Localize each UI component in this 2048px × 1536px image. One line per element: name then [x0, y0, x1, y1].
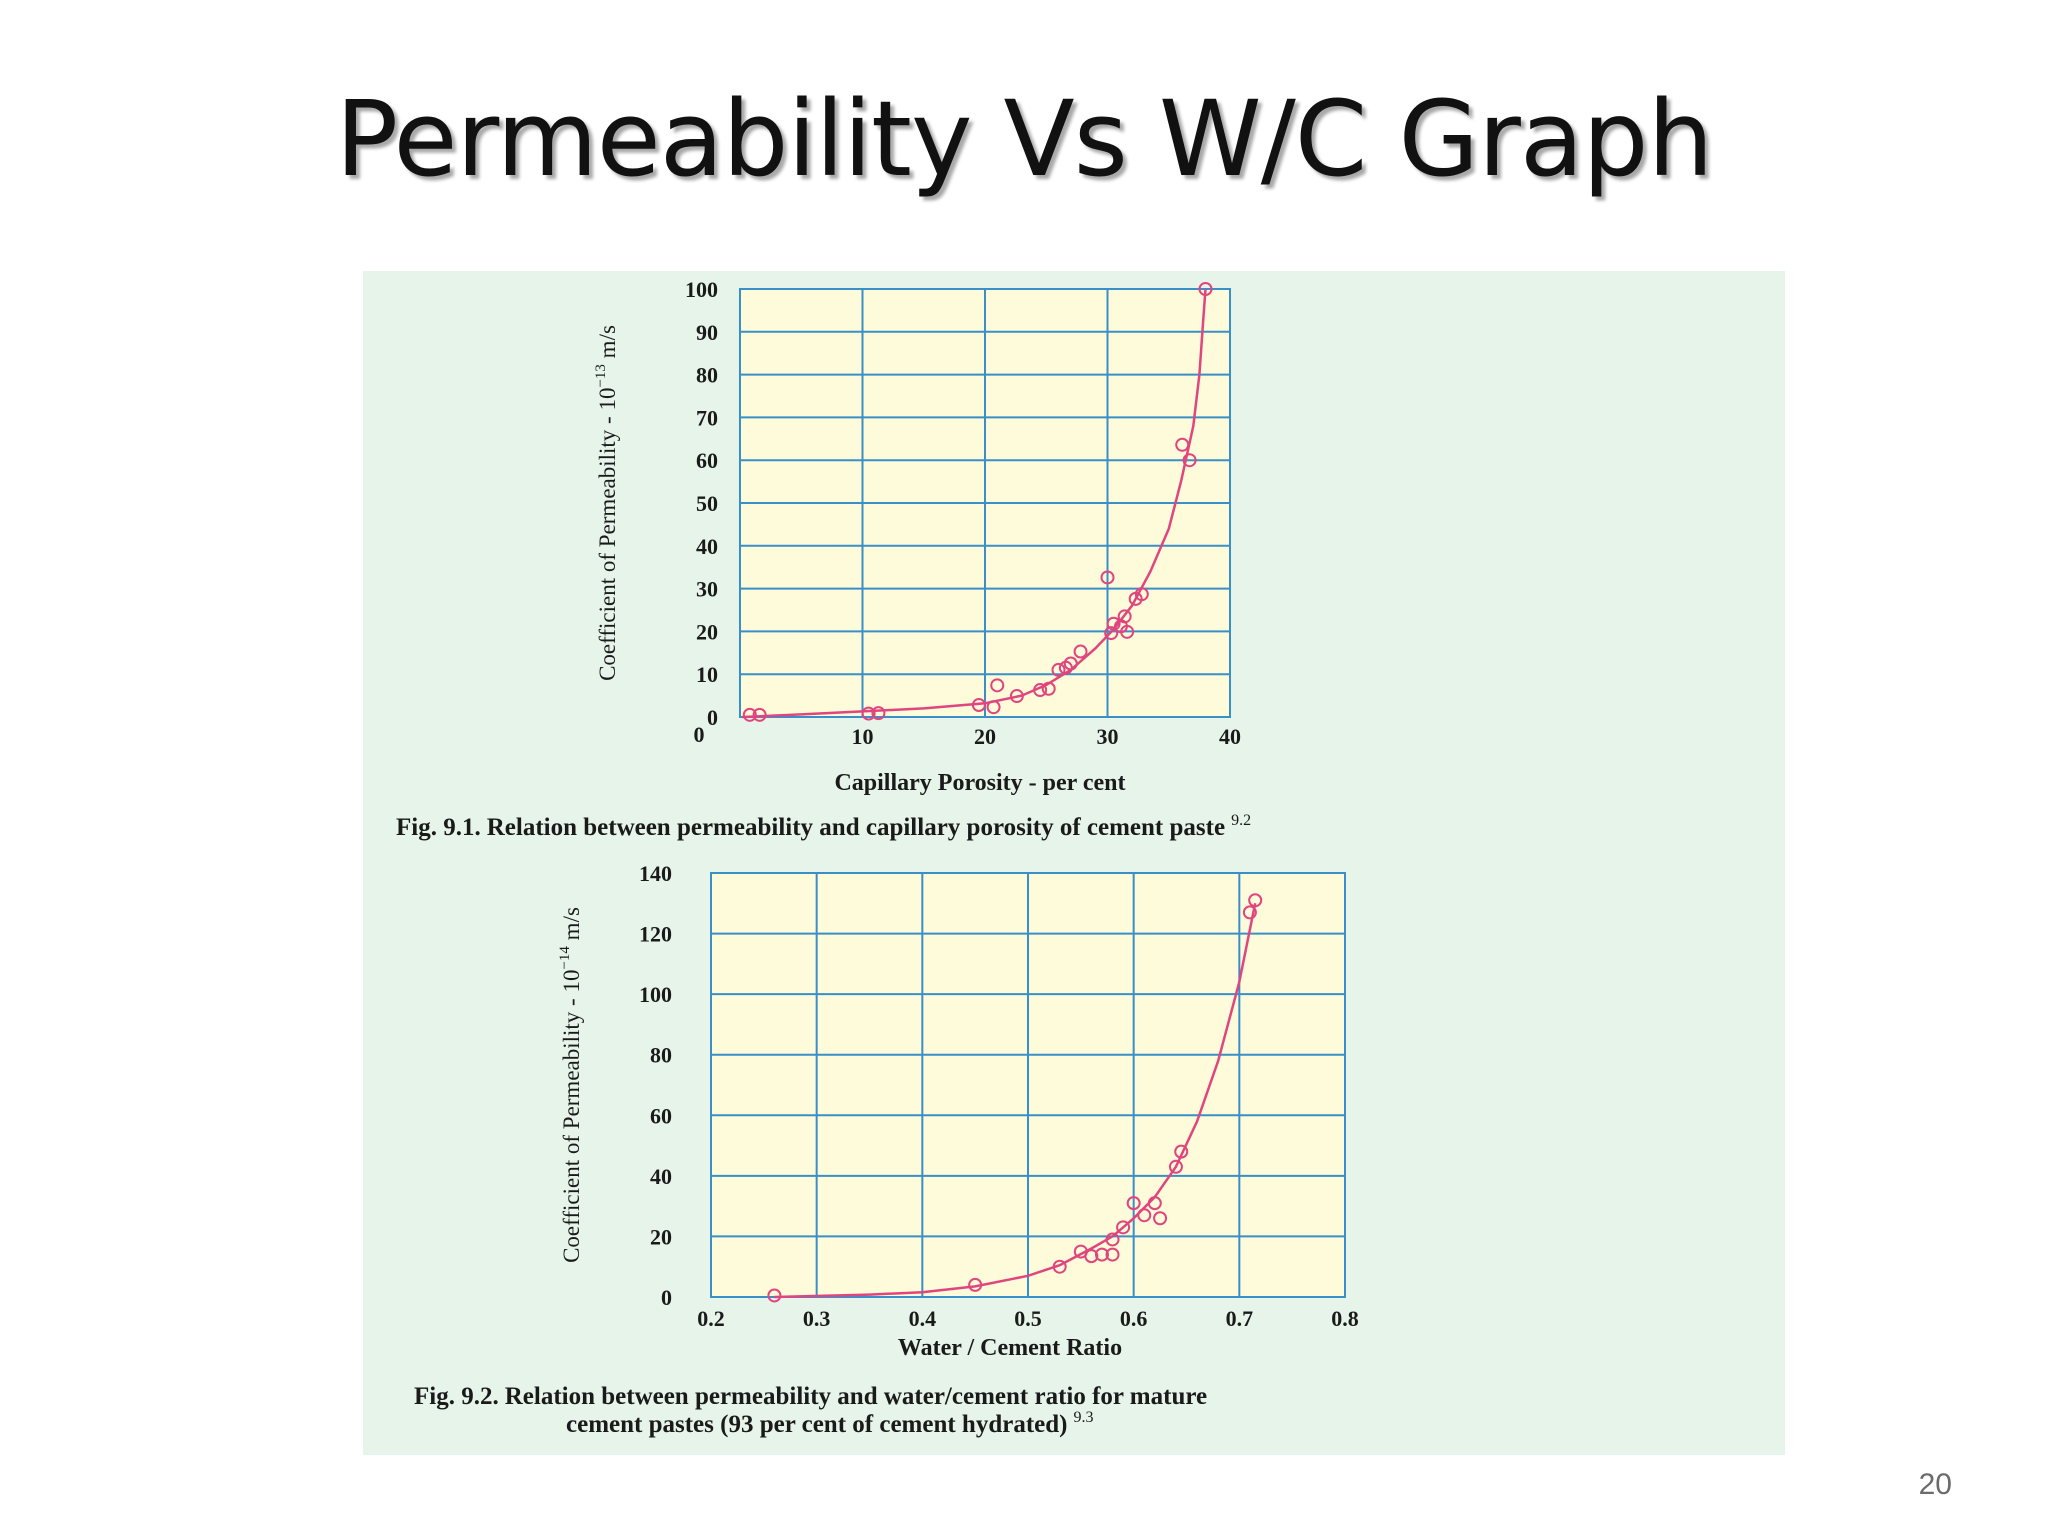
y-tick-label: 140	[639, 861, 672, 886]
data-point	[752, 707, 767, 722]
data-point	[1153, 1211, 1168, 1226]
x-tick-label: 0.3	[803, 1306, 831, 1331]
data-point	[1242, 905, 1257, 920]
permeability-vs-wc-ratio-chart: 0 20 40 60 80 100 120 140 0.2 0.3 0.4 0.5 0.6 0.7 0.8…	[414, 861, 1359, 1438]
slide-title: Permeability Vs W/C Graph	[335, 78, 1714, 200]
figure-caption: Fig. 9.1. Relation between permeability a…	[396, 812, 1251, 841]
y-tick-label: 50	[696, 491, 718, 516]
data-point	[1073, 644, 1088, 659]
x-tick-label: 20	[974, 724, 996, 749]
data-point	[1063, 656, 1078, 671]
x-tick-label: 0.2	[697, 1306, 725, 1331]
data-point	[1106, 616, 1121, 631]
fitted-curve	[742, 288, 1207, 719]
data-point	[1041, 681, 1056, 696]
data-point	[1126, 1196, 1141, 1211]
x-axis-label: Capillary Porosity - per cent	[834, 770, 1125, 796]
x-tick-label: 30	[1097, 724, 1119, 749]
y-axis-label: Coefficient of Permeability - 10−13 m/s	[593, 325, 620, 681]
page-number: 20	[1918, 1468, 1952, 1501]
x-tick-label: 40	[1219, 724, 1241, 749]
y-tick-label: 0	[707, 705, 718, 730]
data-point	[1009, 689, 1024, 704]
x-zero-label: 0	[694, 722, 705, 747]
x-tick-label: 0.4	[909, 1306, 937, 1331]
figure-caption-line2: cement pastes (93 per cent of cement hyd…	[566, 1409, 1094, 1438]
y-tick-label: 40	[650, 1164, 672, 1189]
x-tick-label: 0.8	[1331, 1306, 1359, 1331]
data-point	[1137, 1208, 1152, 1223]
data-point	[1134, 587, 1149, 602]
x-tick-label: 0.5	[1014, 1306, 1042, 1331]
y-tick-label: 80	[696, 363, 718, 388]
data-point	[1120, 624, 1135, 639]
permeability-vs-porosity-chart: 0 10 20 30 40 50 60 70 80 90 100 10 20 30 40 0 Capill…	[396, 277, 1251, 841]
y-tick-label: 0	[661, 1285, 672, 1310]
x-tick-label: 0.7	[1226, 1306, 1254, 1331]
y-tick-label: 30	[696, 577, 718, 602]
y-tick-label: 80	[650, 1043, 672, 1068]
data-point	[1100, 570, 1115, 585]
y-tick-label: 100	[685, 277, 718, 302]
figure-svg: 0 10 20 30 40 50 60 70 80 90 100 10 20 30 40 0 Capill…	[396, 277, 1359, 1438]
y-tick-label: 10	[696, 662, 718, 687]
data-point	[1116, 1220, 1131, 1235]
y-tick-label: 60	[696, 448, 718, 473]
y-tick-label: 120	[639, 922, 672, 947]
data-point	[1105, 1232, 1120, 1247]
data-point	[1248, 893, 1263, 908]
data-point	[1105, 1247, 1120, 1262]
fitted-curve	[774, 903, 1257, 1299]
data-point	[1052, 1259, 1067, 1274]
y-tick-label: 70	[696, 405, 718, 430]
data-point	[767, 1288, 782, 1303]
data-point	[1175, 437, 1190, 452]
data-point	[1117, 609, 1132, 624]
y-tick-label: 40	[696, 534, 718, 559]
data-point	[971, 698, 986, 713]
data-point	[1182, 453, 1197, 468]
data-point	[861, 706, 876, 721]
y-tick-label: 60	[650, 1103, 672, 1128]
data-point	[990, 678, 1005, 693]
data-point	[871, 706, 886, 721]
y-tick-label: 20	[696, 619, 718, 644]
data-point	[1168, 1159, 1183, 1174]
x-axis-label: Water / Cement Ratio	[898, 1335, 1122, 1361]
data-point	[742, 707, 757, 722]
x-tick-label: 10	[852, 724, 874, 749]
data-point	[1174, 1144, 1189, 1159]
y-tick-label: 90	[696, 320, 718, 345]
data-point	[1094, 1247, 1109, 1262]
data-point	[1051, 662, 1066, 677]
figure-scan-panel: 0 10 20 30 40 50 60 70 80 90 100 10 20 30 40 0 Capill…	[363, 271, 1785, 1455]
figure-caption-line1: Fig. 9.2. Relation between permeability a…	[414, 1383, 1207, 1410]
data-point	[1033, 683, 1048, 698]
data-point	[1198, 282, 1213, 296]
y-tick-label: 100	[639, 982, 672, 1007]
data-point	[968, 1277, 983, 1292]
y-axis-label: Coefficient of Permeability - 10−14 m/s	[557, 907, 584, 1263]
data-point	[1104, 626, 1119, 641]
data-point	[986, 700, 1001, 715]
data-point	[1084, 1249, 1099, 1264]
y-tick-label: 20	[650, 1224, 672, 1249]
data-point	[1147, 1196, 1162, 1211]
x-tick-label: 0.6	[1120, 1306, 1148, 1331]
